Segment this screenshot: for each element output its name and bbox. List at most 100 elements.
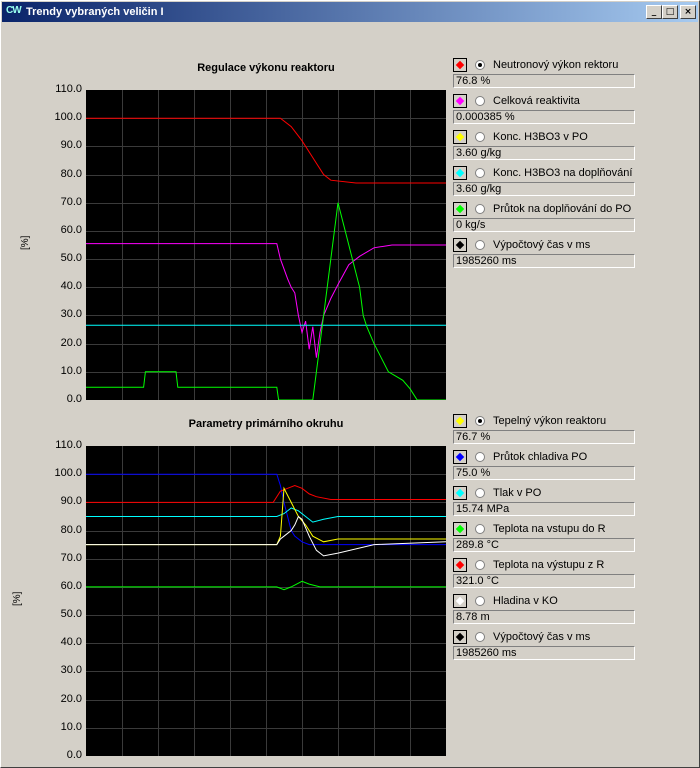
top-legend-item[interactable]: Konc. H3BO3 v PO 3.60 g/kg	[453, 128, 643, 164]
top-chart-series-line	[86, 117, 446, 184]
series-label: Hladina v KO	[493, 595, 558, 607]
bottom-chart-plot[interactable]	[86, 446, 446, 756]
series-label: Průtok chladiva PO	[493, 451, 588, 463]
window-content: Regulace výkonu reaktoru [%] 110.0 100.0 9…	[4, 24, 696, 765]
bottom-legend-item[interactable]: Tepelný výkon reaktoru 76.7 %	[453, 412, 643, 448]
top-chart-plot[interactable]	[86, 90, 446, 400]
diamond-icon	[455, 204, 465, 214]
series-radio[interactable]	[475, 560, 485, 570]
bottom-chart-title: Parametry primárního okruhu	[188, 418, 344, 430]
top-legend-item[interactable]: Konc. H3BO3 na doplňování 3.60 g/kg	[453, 164, 643, 200]
bottom-chart-ytick-label: 100.0	[54, 467, 82, 480]
series-value-field: 3.60 g/kg	[453, 146, 635, 160]
top-chart-ytick-label: 10.0	[60, 364, 82, 377]
app-icon: CW	[6, 5, 22, 16]
series-label: Neutronový výkon rektoru	[493, 59, 619, 71]
series-value-field: 0.000385 %	[453, 110, 635, 124]
series-radio[interactable]	[475, 596, 485, 606]
series-value-field: 321.0 °C	[453, 574, 635, 588]
series-radio[interactable]	[475, 488, 485, 498]
series-radio[interactable]	[475, 452, 485, 462]
top-legend-item[interactable]: Průtok na doplňování do PO 0 kg/s	[453, 200, 643, 236]
series-radio[interactable]	[475, 240, 485, 250]
bottom-chart-ytick-label: 10.0	[60, 720, 82, 733]
series-label: Průtok na doplňování do PO	[493, 203, 632, 215]
close-button[interactable]: ×	[680, 5, 696, 19]
series-value-field: 76.7 %	[453, 430, 635, 444]
diamond-icon	[455, 60, 465, 70]
bottom-legend-item[interactable]: Výpočtový čas v ms 1985260 ms	[453, 628, 643, 664]
series-radio[interactable]	[475, 96, 485, 106]
bottom-legend-item[interactable]: Teplota na vstupu do R 289.8 °C	[453, 520, 643, 556]
series-radio[interactable]	[475, 168, 485, 178]
series-label: Tepelný výkon reaktoru	[493, 415, 607, 427]
color-swatch-button[interactable]	[453, 414, 467, 428]
series-radio[interactable]	[475, 204, 485, 214]
series-label: Tlak v PO	[493, 487, 542, 499]
color-swatch-button[interactable]	[453, 130, 467, 144]
bottom-chart-series-line	[86, 484, 446, 503]
diamond-icon	[455, 416, 465, 426]
diamond-icon	[455, 132, 465, 142]
top-chart-ytick-label: 60.0	[60, 223, 82, 236]
color-swatch-button[interactable]	[453, 238, 467, 252]
series-value-field: 1985260 ms	[453, 646, 635, 660]
minimize-button[interactable]: _	[646, 5, 662, 19]
color-swatch-button[interactable]	[453, 166, 467, 180]
top-chart-ytick-label: 80.0	[60, 167, 82, 180]
top-chart-series-line	[86, 243, 446, 358]
top-legend-item[interactable]: Celková reaktivita 0.000385 %	[453, 92, 643, 128]
top-chart-ytick-label: 0.0	[66, 393, 82, 405]
series-value-field: 75.0 %	[453, 466, 635, 480]
series-radio[interactable]	[475, 60, 485, 70]
bottom-legend: Tepelný výkon reaktoru 76.7 % Průtok chlad…	[453, 412, 643, 668]
bottom-chart-ytick-label: 110.0	[55, 439, 82, 451]
color-swatch-button[interactable]	[453, 630, 467, 644]
color-swatch-button[interactable]	[453, 522, 467, 536]
color-swatch-button[interactable]	[453, 594, 467, 608]
bottom-legend-item[interactable]: Teplota na výstupu z R 321.0 °C	[453, 556, 643, 592]
title-bar[interactable]: CW Trendy vybraných veličin I _ □ ×	[2, 2, 698, 22]
top-chart-ytick-label: 40.0	[60, 280, 82, 293]
series-radio[interactable]	[475, 132, 485, 142]
diamond-icon	[455, 560, 465, 570]
bottom-legend-item[interactable]: Průtok chladiva PO 75.0 %	[453, 448, 643, 484]
bottom-chart-ytick-label: 30.0	[60, 664, 82, 677]
series-value-field: 76.8 %	[453, 74, 635, 88]
color-swatch-button[interactable]	[453, 202, 467, 216]
bottom-chart-series-line	[86, 515, 446, 557]
top-legend-item[interactable]: Výpočtový čas v ms 1985260 ms	[453, 236, 643, 272]
color-swatch-button[interactable]	[453, 450, 467, 464]
series-radio[interactable]	[475, 416, 485, 426]
color-swatch-button[interactable]	[453, 558, 467, 572]
bottom-legend-item[interactable]: Hladina v KO 8.78 m	[453, 592, 643, 628]
series-value-field: 8.78 m	[453, 610, 635, 624]
diamond-icon	[455, 452, 465, 462]
bottom-chart-ytick-label: 40.0	[60, 636, 82, 649]
series-radio[interactable]	[475, 632, 485, 642]
top-legend-item[interactable]: Neutronový výkon rektoru 76.8 %	[453, 56, 643, 92]
top-chart-ytick-label: 70.0	[60, 195, 82, 208]
top-chart-ytick-label: 110.0	[55, 83, 82, 95]
top-chart-title: Regulace výkonu reaktoru	[197, 62, 335, 74]
color-swatch-button[interactable]	[453, 58, 467, 72]
bottom-chart-ytick-label: 80.0	[60, 523, 82, 536]
top-chart-ytick-label: 100.0	[54, 111, 82, 124]
series-radio[interactable]	[475, 524, 485, 534]
bottom-chart-series-line	[86, 473, 446, 546]
bottom-chart-series-line	[86, 486, 446, 546]
bottom-chart-ytick-label: 90.0	[60, 495, 82, 508]
bottom-chart-ytick-label: 0.0	[66, 749, 82, 761]
top-chart-ytick-label: 20.0	[60, 336, 82, 349]
series-label: Konc. H3BO3 na doplňování	[493, 167, 633, 179]
bottom-legend-item[interactable]: Tlak v PO 15.74 MPa	[453, 484, 643, 520]
diamond-icon	[455, 596, 465, 606]
maximize-button[interactable]: □	[662, 5, 678, 19]
series-value-field: 3.60 g/kg	[453, 182, 635, 196]
bottom-chart-ytick-label: 50.0	[60, 608, 82, 621]
bottom-chart-ylabel: [%]	[12, 591, 23, 606]
color-swatch-button[interactable]	[453, 94, 467, 108]
diamond-icon	[455, 96, 465, 106]
bottom-chart-ytick-label: 60.0	[60, 579, 82, 592]
color-swatch-button[interactable]	[453, 486, 467, 500]
